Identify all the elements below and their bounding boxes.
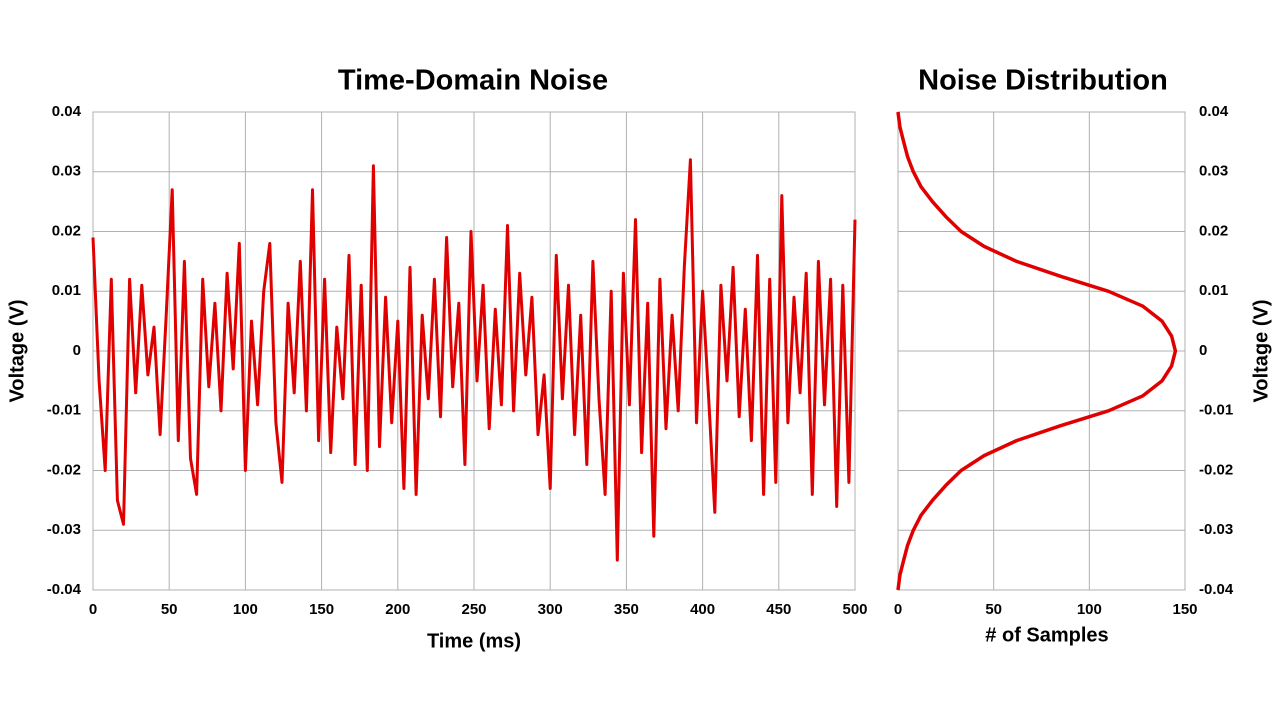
x-tick-label: 50 [161, 601, 178, 618]
y-tick-label: 0.04 [52, 103, 82, 120]
y-tick-label: 0.01 [52, 282, 81, 299]
x-tick-label: 150 [309, 601, 334, 618]
x-tick-label: 50 [985, 601, 1002, 618]
y-tick-label: 0 [1199, 342, 1207, 359]
y-tick-label: -0.04 [47, 581, 82, 598]
y-tick-label: -0.01 [47, 402, 81, 419]
y-axis-label: Voltage (V) [6, 300, 28, 403]
y-tick-label: -0.02 [47, 461, 81, 478]
x-tick-label: 0 [89, 601, 97, 618]
y-tick-label: -0.04 [1199, 581, 1234, 598]
x-axis-label: # of Samples [985, 624, 1108, 646]
x-axis-label: Time (ms) [427, 630, 521, 652]
x-tick-label: 100 [1077, 601, 1102, 618]
y-tick-label: 0.01 [1199, 282, 1228, 299]
y-tick-label: 0.02 [1199, 222, 1228, 239]
y-tick-label: -0.03 [1199, 521, 1233, 538]
x-tick-label: 350 [614, 601, 639, 618]
y-tick-label: 0.04 [1199, 103, 1229, 120]
x-tick-label: 150 [1172, 601, 1197, 618]
y-tick-label: 0.03 [1199, 163, 1228, 180]
distribution-curve [896, 111, 1178, 591]
x-tick-label: 500 [842, 601, 867, 618]
x-tick-label: 300 [538, 601, 563, 618]
data-line [91, 158, 857, 562]
chart-title: Time-Domain Noise [338, 65, 608, 97]
x-tick-label: 0 [894, 601, 902, 618]
y-tick-label: 0 [73, 342, 81, 359]
x-tick-label: 250 [461, 601, 486, 618]
y-tick-label: 0.02 [52, 222, 81, 239]
y-tick-label: -0.03 [47, 521, 81, 538]
x-tick-label: 450 [766, 601, 791, 618]
y-tick-label: -0.02 [1199, 461, 1233, 478]
y-tick-label: -0.01 [1199, 402, 1233, 419]
x-tick-label: 200 [385, 601, 410, 618]
x-tick-label: 400 [690, 601, 715, 618]
chart-title: Noise Distribution [918, 65, 1168, 97]
y-axis-label: Voltage (V) [1250, 300, 1272, 403]
y-tick-label: 0.03 [52, 163, 81, 180]
x-tick-label: 100 [233, 601, 258, 618]
